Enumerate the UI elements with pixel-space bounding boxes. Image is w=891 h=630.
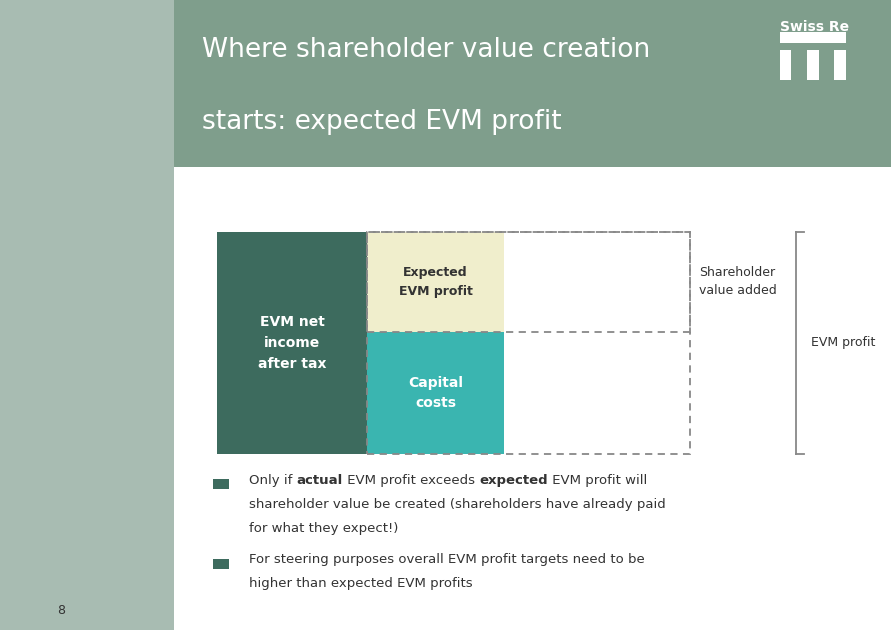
Text: actual: actual — [297, 474, 343, 487]
Text: for what they expect!): for what they expect!) — [249, 522, 398, 535]
Bar — [213, 559, 229, 569]
Text: Expected
EVM profit: Expected EVM profit — [398, 266, 472, 298]
Bar — [367, 232, 691, 454]
Text: EVM net
income
after tax: EVM net income after tax — [257, 315, 326, 370]
Text: Capital
costs: Capital costs — [408, 375, 463, 410]
Bar — [807, 50, 819, 80]
Bar — [367, 232, 691, 332]
Text: higher than expected EVM profits: higher than expected EVM profits — [249, 578, 473, 590]
Bar — [780, 50, 791, 80]
Text: Swiss Re: Swiss Re — [780, 20, 849, 34]
Text: Only if: Only if — [249, 474, 297, 487]
Text: EVM profit: EVM profit — [812, 336, 876, 350]
Bar — [780, 32, 846, 43]
Bar — [367, 332, 503, 454]
Bar — [367, 232, 503, 332]
Text: 8: 8 — [57, 604, 65, 617]
Bar — [217, 232, 367, 454]
Text: shareholder value be created (shareholders have already paid: shareholder value be created (shareholde… — [249, 498, 666, 511]
Bar — [213, 479, 229, 490]
Text: EVM profit exceeds: EVM profit exceeds — [343, 474, 479, 487]
Text: For steering purposes overall EVM profit targets need to be: For steering purposes overall EVM profit… — [249, 553, 645, 566]
Text: Where shareholder value creation: Where shareholder value creation — [202, 37, 650, 63]
Text: expected: expected — [479, 474, 548, 487]
Text: Shareholder
value added: Shareholder value added — [699, 266, 777, 297]
Bar — [834, 50, 846, 80]
Text: starts: expected EVM profit: starts: expected EVM profit — [202, 108, 562, 135]
Text: EVM profit will: EVM profit will — [548, 474, 647, 487]
